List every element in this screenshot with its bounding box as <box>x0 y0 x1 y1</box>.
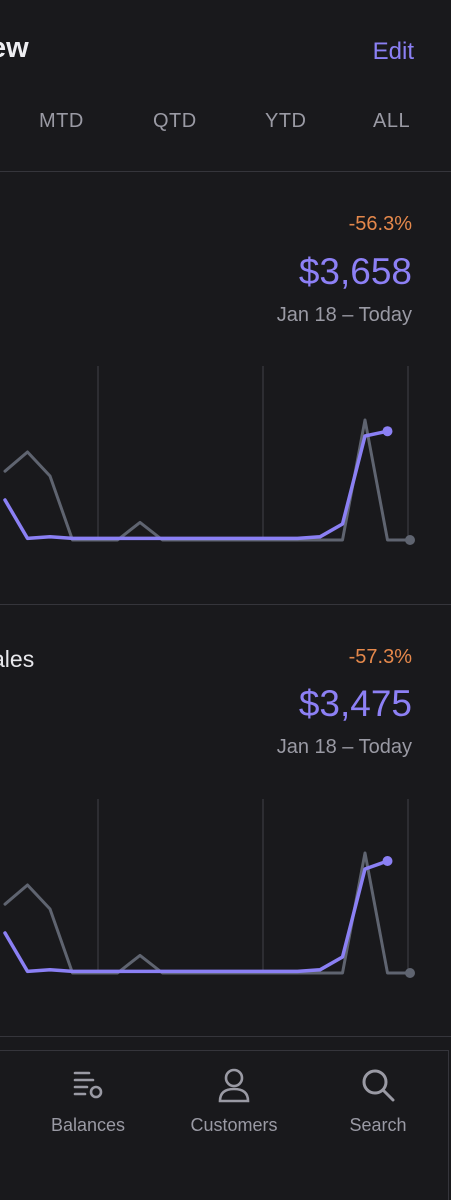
previous-series-endpoint <box>405 968 415 978</box>
tab-mtd[interactable]: MTD <box>39 110 84 132</box>
metric-title: ales <box>0 646 35 672</box>
edit-button[interactable]: Edit <box>372 38 414 65</box>
sales-chart <box>3 799 415 978</box>
divider <box>0 171 451 172</box>
nav-balances-label: Balances <box>50 1115 126 1135</box>
previous-series-line <box>3 418 412 542</box>
range-tabs: MTD QTD YTD ALL <box>0 110 451 140</box>
divider <box>0 1036 451 1037</box>
tab-qtd[interactable]: QTD <box>153 110 197 132</box>
sales-chart <box>3 366 415 545</box>
metric-amount: $3,658 <box>298 251 412 292</box>
previous-series-endpoint <box>405 535 415 545</box>
change-percent: -57.3% <box>348 646 412 668</box>
change-percent: -56.3% <box>348 213 412 235</box>
tab-bar-border <box>0 1050 448 1051</box>
current-series-endpoint <box>382 856 393 866</box>
current-series-line <box>3 429 390 541</box>
metric-amount: $3,475 <box>298 683 412 724</box>
nav-balances[interactable]: Balances <box>33 1065 143 1136</box>
nav-search-label: Search <box>349 1115 407 1135</box>
nav-search[interactable]: Search <box>323 1065 433 1136</box>
nav-customers-label: Customers <box>190 1115 278 1135</box>
tab-ytd[interactable]: YTD <box>265 110 307 132</box>
search-icon <box>362 1069 395 1102</box>
customers-icon <box>218 1068 250 1103</box>
current-series-endpoint <box>382 426 393 437</box>
previous-series-line <box>3 851 412 975</box>
date-range: Jan 18 – Today <box>276 304 412 326</box>
page-title: ew <box>0 32 29 64</box>
date-range: Jan 18 – Today <box>276 736 412 758</box>
current-series-line <box>3 859 390 974</box>
tab-all[interactable]: ALL <box>373 110 411 132</box>
nav-customers[interactable]: Customers <box>179 1065 289 1136</box>
divider <box>0 604 451 605</box>
panel-edge <box>448 1050 449 1200</box>
balances-icon <box>73 1071 103 1099</box>
bottom-tab-bar: Balances Customers Search <box>0 1051 448 1200</box>
